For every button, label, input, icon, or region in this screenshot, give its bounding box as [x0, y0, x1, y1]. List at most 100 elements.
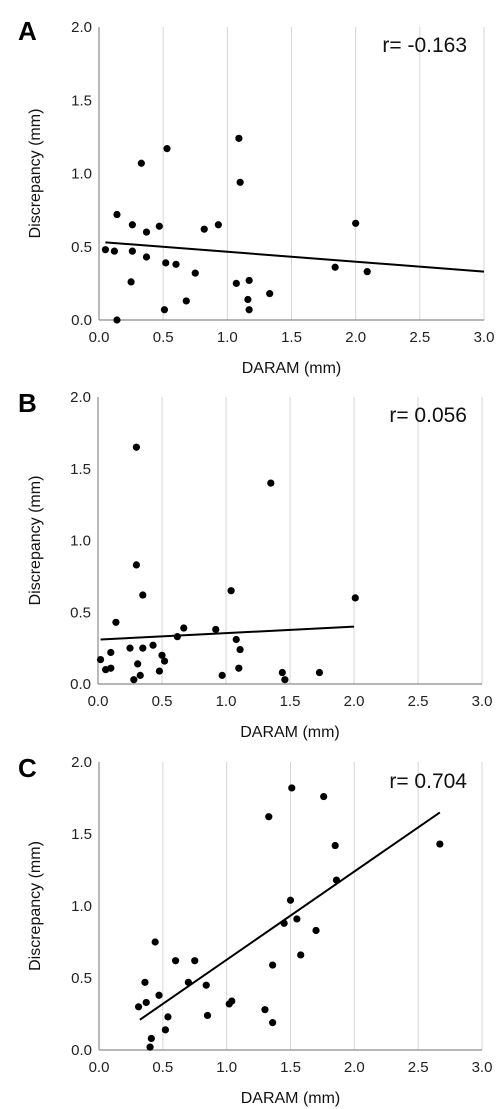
- panel-a-label: A: [18, 16, 37, 46]
- panel-b-y-tick-label: 2.0: [70, 389, 91, 406]
- panel-c-x-tick-label: 1.0: [216, 1059, 237, 1076]
- panel-b-data-point: [155, 667, 164, 675]
- panel-c-data-point: [203, 1011, 212, 1020]
- panel-b-data-point: [212, 625, 220, 634]
- panel-a-data-point: [113, 316, 121, 324]
- panel-b-y-tick-label: 1.0: [70, 533, 91, 550]
- panel-b-x-axis-label: DARAM (mm): [240, 724, 340, 741]
- panel-a-data-point: [172, 260, 180, 268]
- panel-a-y-tick-label: 1.0: [71, 166, 92, 183]
- panel-c-data-point: [261, 1006, 269, 1014]
- panel-a-data-point: [232, 279, 240, 287]
- panel-c-label: C: [18, 753, 37, 783]
- panel-a-x-tick-label: 3.0: [474, 329, 495, 346]
- panel-b-data-point: [232, 635, 240, 644]
- panel-c-data-point: [286, 896, 295, 904]
- panel-b-data-point: [278, 668, 286, 677]
- panel-a-data-point: [331, 263, 339, 271]
- panel-c-y-tick-label: 2.0: [71, 754, 92, 771]
- panel-a-data-point: [352, 219, 360, 227]
- panel-b-data-point: [126, 644, 134, 652]
- panel-a-data-point: [128, 247, 136, 255]
- panel-b-data-point: [132, 561, 140, 569]
- panel-a-x-tick-label: 2.5: [409, 329, 430, 346]
- panel-a-data-point: [214, 221, 222, 229]
- panel-a-x-tick-label: 2.0: [345, 329, 366, 346]
- panel-b-x-tick-label: 0.0: [88, 693, 109, 710]
- panel-b-x-tick-label: 3.0: [472, 693, 493, 710]
- panel-b-data-point: [132, 443, 140, 451]
- panel-c-y-axis-label: Discrepancy (mm): [27, 841, 44, 971]
- panel-b-x-tick-label: 2.5: [408, 693, 429, 710]
- panel-b-data-point: [236, 645, 244, 654]
- panel-b-data-point: [180, 624, 188, 632]
- panel-c-x-tick-label: 0.5: [152, 1059, 173, 1076]
- panel-c-x-tick-label: 2.5: [408, 1059, 429, 1076]
- panel-c-data-point: [293, 915, 301, 923]
- panel-b-data-point: [235, 664, 243, 672]
- panel-b-data-point: [281, 676, 289, 684]
- panel-c-data-point: [288, 784, 296, 792]
- panel-b-data-point: [227, 587, 235, 595]
- panel-b-x-tick-label: 0.5: [152, 693, 173, 710]
- panel-c-y-tick-label: 0.0: [71, 1042, 92, 1059]
- panel-c-data-point: [228, 997, 236, 1005]
- panel-b-data-point: [96, 656, 105, 664]
- panel-a-y-axis-label: Discrepancy (mm): [27, 109, 44, 239]
- panel-c-r-annotation: r= 0.704: [389, 770, 467, 793]
- panel-b-label: B: [18, 388, 37, 418]
- panel-a-data-point: [142, 253, 151, 261]
- panel-b-data-point: [136, 671, 144, 679]
- panel-b-y-tick-label: 1.5: [70, 461, 91, 478]
- panel-c-data-point: [134, 1003, 143, 1011]
- panel-c-data-point: [191, 957, 199, 965]
- panel-a-r-annotation: r= -0.163: [382, 34, 467, 57]
- panel-c-trendline: [139, 811, 441, 1021]
- panel-b-x-tick-label: 1.0: [216, 693, 237, 710]
- panel-a-data-point: [101, 246, 110, 254]
- panel-a-data-point: [244, 295, 252, 304]
- panel-a-data-point: [182, 297, 190, 305]
- panel-c-data-point: [147, 1034, 155, 1043]
- panel-c-data-point: [142, 998, 150, 1007]
- panel-a-data-point: [266, 290, 274, 298]
- panel-c-data-point: [164, 1013, 172, 1021]
- panel-a-data-point: [142, 228, 151, 236]
- panel-a-data-point: [200, 225, 208, 233]
- panel-a-data-point: [245, 276, 253, 285]
- panel-c-data-point: [269, 1019, 277, 1027]
- panel-c-data-point: [151, 938, 159, 946]
- panel-c-x-tick-label: 0.0: [89, 1059, 110, 1076]
- panel-b-data-point: [267, 479, 275, 487]
- panel-b-data-point: [130, 676, 138, 684]
- panel-a-data-point: [235, 134, 243, 142]
- panel-c-data-point: [436, 840, 444, 848]
- panel-b-y-tick-label: 0.5: [70, 604, 91, 621]
- panel-a-data-point: [162, 259, 170, 267]
- panel-c-data-point: [202, 981, 210, 989]
- panel-c-data-point: [320, 792, 328, 801]
- panel-b-data-point: [158, 651, 166, 659]
- panel-c-x-tick-label: 3.0: [472, 1059, 493, 1076]
- panel-c-data-point: [265, 813, 273, 821]
- panel-b-data-point: [139, 591, 147, 599]
- panel-c-x-axis-label: DARAM (mm): [241, 1090, 341, 1107]
- panel-b-trendline: [100, 625, 355, 641]
- panel-b-data-point: [149, 641, 157, 649]
- panel-c-data-point: [331, 841, 339, 850]
- panel-b-data-point: [112, 618, 120, 626]
- panel-c-data-point: [172, 957, 180, 965]
- panel-a-x-tick-label: 1.0: [217, 329, 238, 346]
- panel-a-data-point: [113, 210, 121, 219]
- panel-a-data-point: [127, 278, 135, 286]
- panel-a-trendline: [105, 241, 485, 273]
- panel-a-y-tick-label: 0.0: [71, 312, 92, 329]
- panel-c-data-point: [269, 961, 277, 969]
- panel-b-x-tick-label: 1.5: [280, 693, 301, 710]
- panel-b-y-tick-label: 0.0: [70, 676, 91, 693]
- panel-a-data-point: [363, 268, 371, 276]
- panel-c-data-point: [297, 951, 305, 959]
- panel-b-data-point: [107, 664, 115, 672]
- panel-b-x-tick-label: 2.0: [344, 693, 365, 710]
